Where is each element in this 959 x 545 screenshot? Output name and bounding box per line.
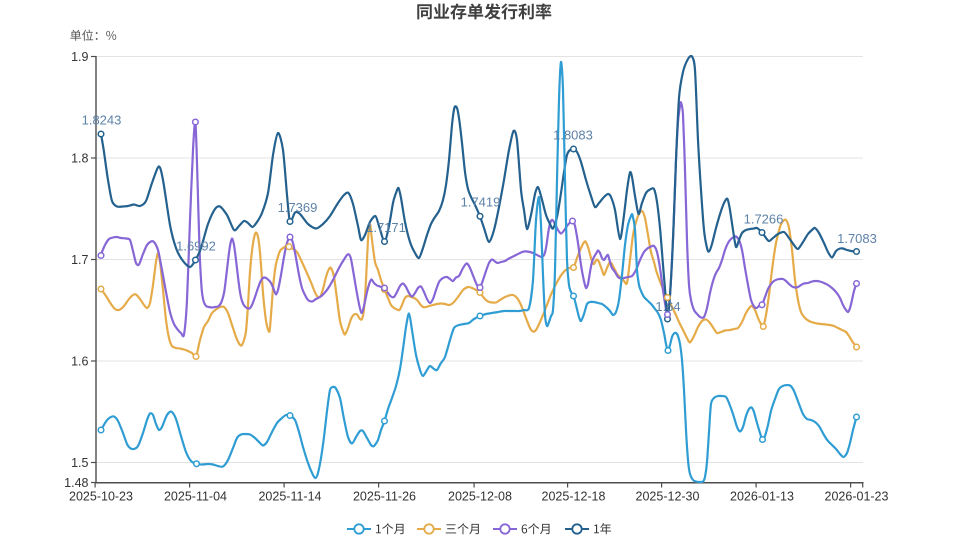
svg-text:1.64: 1.64: [655, 299, 680, 314]
svg-text:2025-12-18: 2025-12-18: [542, 490, 606, 504]
svg-text:2025-11-26: 2025-11-26: [353, 490, 416, 504]
svg-text:1.8083: 1.8083: [553, 128, 593, 143]
svg-text:2026-01-23: 2026-01-23: [825, 490, 889, 504]
svg-text:2025-12-08: 2025-12-08: [448, 490, 512, 504]
svg-text:1.7083: 1.7083: [837, 231, 877, 246]
svg-text:1.6992: 1.6992: [176, 239, 216, 254]
svg-text:1.7: 1.7: [71, 253, 88, 267]
svg-text:2025-11-04: 2025-11-04: [164, 490, 227, 504]
svg-text:2025-10-23: 2025-10-23: [69, 490, 133, 504]
svg-text:1.7419: 1.7419: [461, 195, 501, 210]
svg-text:2026-01-13: 2026-01-13: [730, 490, 794, 504]
svg-text:1.8243: 1.8243: [82, 113, 122, 128]
svg-text:1.7266: 1.7266: [744, 212, 784, 227]
svg-text:1.6: 1.6: [71, 354, 88, 368]
svg-text:2025-11-14: 2025-11-14: [258, 490, 321, 504]
svg-text:1.7369: 1.7369: [278, 200, 318, 215]
svg-text:2025-12-30: 2025-12-30: [636, 490, 700, 504]
svg-text:1.9: 1.9: [71, 50, 88, 64]
svg-text:1.8: 1.8: [71, 151, 88, 165]
svg-text:1.48: 1.48: [64, 476, 88, 490]
svg-text:1.7171: 1.7171: [366, 220, 406, 235]
svg-text:1.5: 1.5: [71, 456, 88, 470]
